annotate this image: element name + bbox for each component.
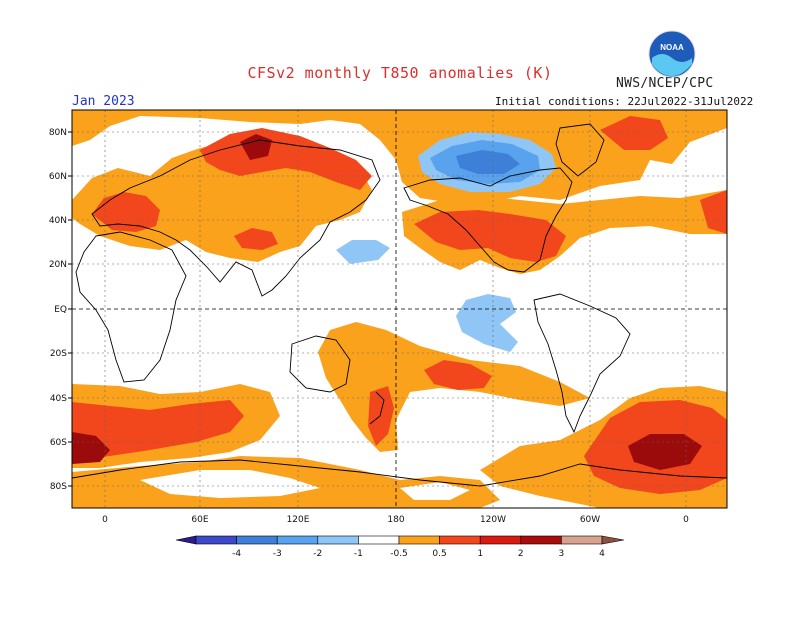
lon-label-180: 180 <box>387 515 404 525</box>
lat-label-40n: 40N <box>49 216 67 226</box>
colorbar-box <box>236 535 278 545</box>
map-title: CFSv2 monthly T850 anomalies (K) <box>247 64 553 82</box>
lon-label-120w: 120W <box>480 515 506 525</box>
noaa-logo-icon: NOAA <box>648 30 696 78</box>
warm2-region-europe <box>92 192 160 232</box>
warm2-region-us <box>414 210 566 262</box>
warm2-region-south-pacific <box>424 360 492 390</box>
warm2-region-north-atlantic-east <box>700 190 727 234</box>
lat-label-80s: 80S <box>50 482 67 492</box>
colorbar-tick-label: -4 <box>232 549 241 559</box>
lat-label-20s: 20S <box>50 349 67 359</box>
colorbar-tick-label: -2 <box>313 549 322 559</box>
anomaly-field <box>72 110 727 508</box>
reference-lines <box>72 110 727 508</box>
colorbar-tick-label: -0.5 <box>390 549 408 559</box>
warm2-region-tasman <box>368 386 394 446</box>
lat-label-60s: 60S <box>50 438 67 448</box>
colorbar-tick-label: -1 <box>354 549 363 559</box>
warm-region-arctic <box>72 110 727 206</box>
lon-label-60e: 60E <box>191 515 208 525</box>
warm-region-eurasia <box>72 140 372 262</box>
coastline-north-america <box>403 167 573 273</box>
coastline-australia <box>289 335 351 393</box>
white-region-antarctic-2 <box>400 482 470 500</box>
colorbar-labels: -4 -3 -2 -1 -0.5 0.5 1 2 3 4 <box>232 549 605 559</box>
warm2-region-china <box>234 228 278 250</box>
lon-label-0-right: 0 <box>683 515 689 525</box>
warm2-region-atlantic-north <box>600 116 668 150</box>
colorbar-arrow-high <box>601 535 625 545</box>
colorbar-box <box>561 535 603 545</box>
warm3-region-southern-ocean-east <box>628 434 702 470</box>
coastline-new-zealand <box>369 391 385 425</box>
coastline-antarctica <box>72 459 727 487</box>
lat-label-eq: EQ <box>54 305 67 315</box>
cool-region-eastern-pacific <box>456 294 518 352</box>
valid-month-label: Jan 2023 <box>72 94 135 109</box>
colorbar-tick-label: 3 <box>559 549 565 559</box>
lat-ticks <box>68 131 72 487</box>
colorbar-tick-label: 1 <box>477 549 483 559</box>
colorbar-box <box>317 535 359 545</box>
coastline-south-america <box>533 293 631 434</box>
lon-label-0-left: 0 <box>102 515 108 525</box>
cool3-region-canada <box>456 150 520 174</box>
initial-conditions-label: Initial conditions: 22Jul2022-31Jul2022 <box>495 95 754 108</box>
colorbar-box <box>479 535 522 545</box>
colorbar-tick-label: 4 <box>599 549 605 559</box>
colorbar-tick-label: 0.5 <box>432 549 446 559</box>
colorbar-tick-label: -3 <box>273 549 282 559</box>
colorbar-box <box>439 535 481 545</box>
colorbar-box <box>195 535 237 545</box>
coastlines <box>72 123 727 487</box>
cool-region-central-pacific <box>336 240 390 264</box>
coastline-africa <box>75 231 187 383</box>
warm2-region-southern-ocean-west <box>72 400 244 460</box>
colorbar-box <box>276 535 319 545</box>
colorbar <box>175 535 625 545</box>
lat-label-40s: 40S <box>50 394 67 404</box>
white-region-antarctic <box>140 470 320 498</box>
organization-label: NWS/NCEP/CPC <box>616 76 714 91</box>
colorbar-box <box>520 535 562 545</box>
logo-text: NOAA <box>660 43 684 52</box>
lat-label-80n: 80N <box>49 128 67 138</box>
colorbar-tick-label: 2 <box>518 549 524 559</box>
colorbar-box <box>398 535 440 545</box>
lat-labels: 80N 60N 40N 20N EQ 20S 40S 60S 80S <box>49 128 67 492</box>
colorbar-box <box>358 535 400 545</box>
lon-label-120e: 120E <box>287 515 310 525</box>
lon-labels: 0 60E 120E 180 120W 60W 0 <box>102 515 689 525</box>
lat-label-60n: 60N <box>49 172 67 182</box>
coastline-greenland <box>555 123 605 177</box>
graticule <box>72 110 727 508</box>
lat-label-20n: 20N <box>49 260 67 270</box>
coastline-eurasia <box>91 139 381 297</box>
warm3-region-southern-ocean-west <box>72 432 110 464</box>
colorbar-arrow-low <box>175 535 197 545</box>
lon-label-60w: 60W <box>580 515 600 525</box>
